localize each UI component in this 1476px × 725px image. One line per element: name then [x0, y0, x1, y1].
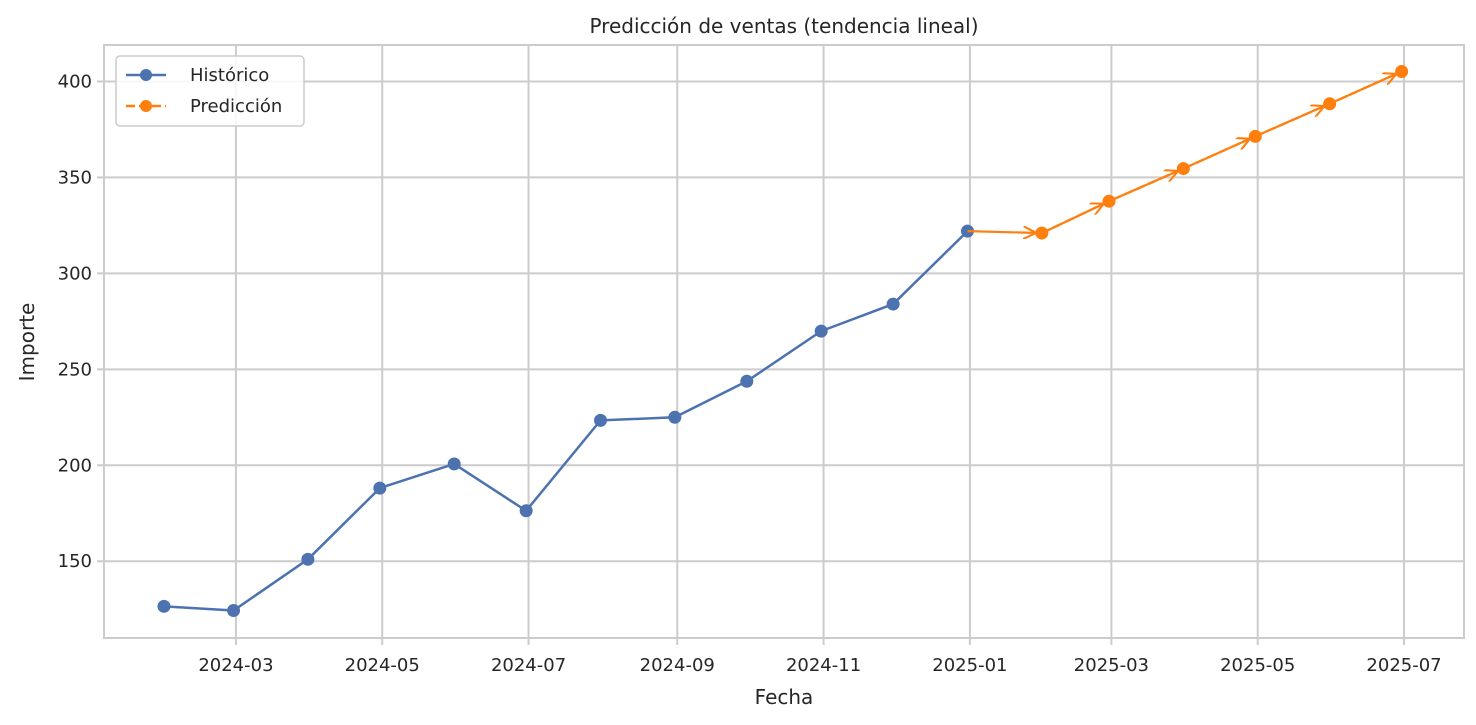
- x-axis: 2024-03 2024-05 2024-07 2024-09 2024-11 2025-…: [198, 638, 1442, 676]
- point-historico: [814, 324, 828, 338]
- point-prediccion: [1102, 194, 1116, 208]
- y-tick-label: 400: [58, 71, 92, 92]
- chart-title: Predicción de ventas (tendencia lineal): [589, 14, 978, 38]
- prediction-arrow: [967, 231, 1034, 233]
- point-historico: [447, 457, 461, 471]
- y-tick-label: 250: [58, 359, 92, 380]
- point-prediccion: [1395, 64, 1409, 78]
- x-tick-label: 2025-03: [1074, 655, 1149, 676]
- x-axis-title: Fecha: [755, 685, 814, 709]
- x-tick-label: 2024-03: [198, 655, 273, 676]
- y-tick-label: 150: [58, 551, 92, 572]
- series-line-prediccion: [1041, 70, 1403, 235]
- y-axis: 150 200 250 300 350 400: [58, 71, 104, 572]
- x-tick-label: 2025-07: [1366, 655, 1441, 676]
- series-line-historico: [163, 230, 969, 612]
- x-tick-label: 2025-01: [932, 655, 1007, 676]
- legend-marker-historico: [140, 69, 152, 81]
- x-tick-label: 2024-11: [786, 655, 861, 676]
- y-tick-label: 200: [58, 455, 92, 476]
- x-tick-label: 2024-09: [640, 655, 715, 676]
- legend-marker-prediccion: [140, 100, 152, 112]
- point-historico: [519, 504, 533, 518]
- point-historico: [301, 552, 315, 566]
- y-tick-label: 300: [58, 263, 92, 284]
- point-historico: [668, 410, 682, 424]
- prediction-arrow: [1254, 107, 1323, 138]
- point-historico: [227, 604, 241, 618]
- point-prediccion: [1323, 97, 1337, 111]
- point-prediccion: [1248, 129, 1262, 143]
- series-layer: [157, 64, 1409, 618]
- x-tick-label: 2025-05: [1220, 655, 1295, 676]
- point-historico: [740, 374, 754, 388]
- point-prediccion: [1176, 162, 1190, 176]
- grid: [104, 45, 1464, 638]
- y-axis-title: Importe: [15, 303, 39, 382]
- y-tick-label: 350: [58, 167, 92, 188]
- x-tick-label: 2024-07: [491, 655, 566, 676]
- point-historico: [594, 413, 608, 427]
- x-tick-label: 2024-05: [345, 655, 420, 676]
- point-historico: [157, 599, 171, 613]
- point-historico: [886, 297, 900, 311]
- legend-label-historico: Histórico: [190, 65, 269, 86]
- point-prediccion: [1035, 226, 1049, 240]
- legend-box: [115, 55, 305, 127]
- legend: Histórico Predicción: [115, 55, 305, 127]
- legend-label-prediccion: Predicción: [190, 96, 282, 117]
- point-historico: [373, 481, 387, 495]
